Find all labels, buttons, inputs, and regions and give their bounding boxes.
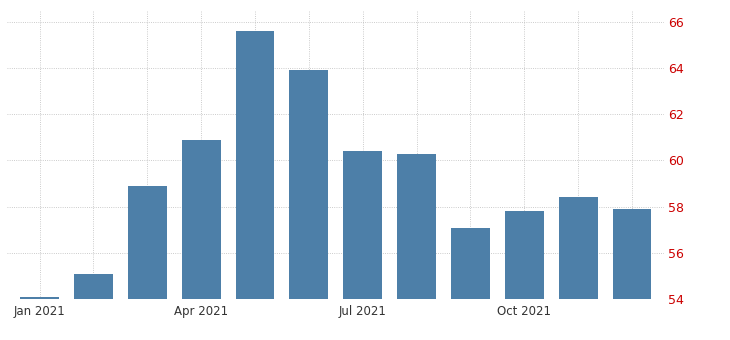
Bar (343, 151, 382, 299)
Bar (128, 186, 166, 299)
Bar (451, 227, 490, 299)
Bar (397, 154, 436, 299)
Bar (290, 70, 328, 299)
Bar (182, 140, 220, 299)
Bar (236, 31, 274, 299)
Bar (558, 198, 598, 299)
Bar (505, 211, 544, 299)
Bar (74, 274, 113, 299)
Bar (20, 297, 59, 299)
Bar (612, 209, 651, 299)
